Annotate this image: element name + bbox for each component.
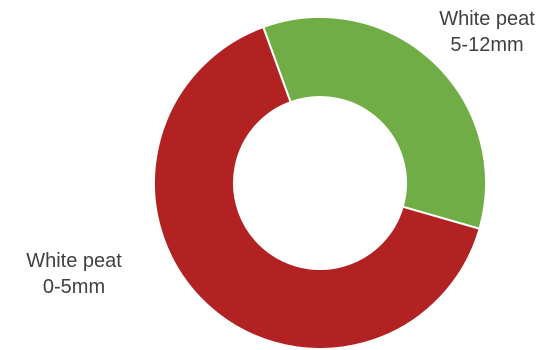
donut-slice-1 <box>153 25 481 350</box>
slice-label-line1: White peat <box>26 250 122 272</box>
slice-label-line1: White peat <box>439 8 535 30</box>
slice-label-white-peat-5-12mm: White peat 5-12mm <box>422 6 552 58</box>
slice-label-line2: 0-5mm <box>42 276 106 298</box>
slice-label-white-peat-0-5mm: White peat 0-5mm <box>4 248 144 300</box>
donut-slice-0 <box>261 16 487 230</box>
slice-label-line2: 5-12mm <box>450 34 524 56</box>
